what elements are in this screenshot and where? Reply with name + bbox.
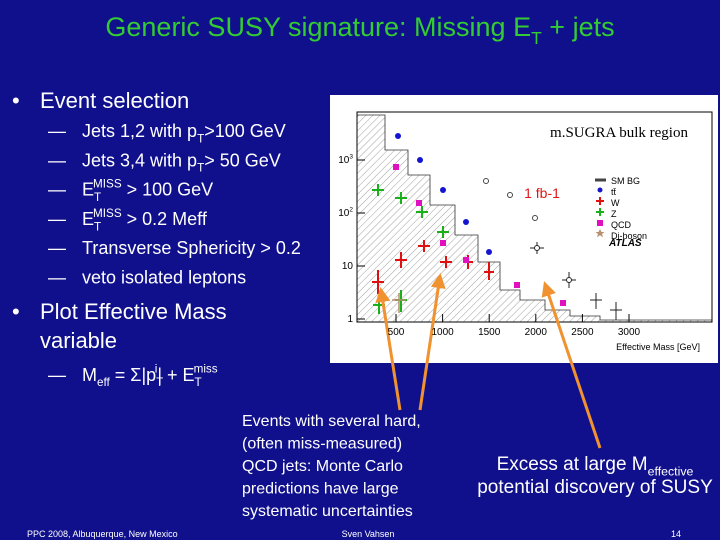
y-tick-label: 102: [338, 207, 353, 220]
item-text-run: T: [195, 376, 202, 389]
legend-label: Z: [611, 209, 617, 219]
x-tick-label: 1500: [478, 327, 501, 338]
y-tick-label: 10: [342, 261, 354, 272]
y-tick-label-run: 1: [347, 314, 353, 325]
x-axis-label: Effective Mass [GeV]: [616, 342, 700, 352]
item-marker: —: [48, 150, 66, 170]
bullet-text-run: Plot Effective Mass: [40, 299, 227, 324]
x-tick-label: 1000: [431, 327, 454, 338]
legend-label: QCD: [611, 220, 632, 230]
item-text-run: = Σ|p: [110, 365, 156, 385]
footer-left: PPC 2008, Albuquerque, New Mexico: [27, 529, 178, 539]
qcd-note: QCD jets: Monte Carlo: [242, 458, 403, 475]
item-text: Jets 1,2 with pT>100 GeV: [82, 121, 286, 145]
item-text-run: Jets 3,4 with p: [82, 150, 197, 170]
excess-note-run: potential discovery of SUSY: [477, 477, 713, 498]
item-text: Jets 3,4 with pT> 50 GeV: [82, 150, 281, 174]
item-text-run: T: [197, 162, 204, 175]
qcd-note: Events with several hard,: [242, 413, 421, 430]
excess-note-run: Excess at large M: [497, 454, 648, 475]
qcd-note: systematic uncertainties: [242, 503, 413, 520]
item-text-run: miss: [194, 363, 218, 376]
item-text-run: T: [197, 132, 204, 145]
item-text-run: > 100 GeV: [122, 180, 214, 200]
arrow: [418, 273, 446, 411]
bullet-text: Event selection: [40, 88, 189, 113]
x-tick-label: 2500: [571, 327, 594, 338]
slide-title-run: T: [531, 28, 542, 48]
footer-center: Sven Vahsen: [342, 529, 395, 539]
y-tick-label-run: 2: [349, 207, 353, 214]
item-text-run: > 50 GeV: [204, 150, 281, 170]
y-tick-label-run: 10: [338, 208, 350, 219]
item-text-run: MISS: [93, 178, 122, 191]
item-marker: —: [48, 121, 66, 141]
y-tick-label-run: 10: [342, 261, 354, 272]
y-tick-label-run: 3: [349, 154, 353, 161]
legend-label: SM BG: [611, 176, 640, 186]
legend-label: W: [611, 198, 620, 208]
bullet-text: Plot Effective Mass: [40, 299, 227, 324]
plot-image: [330, 95, 718, 363]
plot-markers: [372, 121, 704, 320]
legend-label: tt̄: [611, 187, 617, 197]
item-text-run: Transverse Sphericity > 0.2: [82, 238, 301, 258]
bullet-text-run: Event selection: [40, 88, 189, 113]
item-text: Transverse Sphericity > 0.2: [82, 238, 301, 258]
legend-label: Di-boson: [611, 231, 647, 241]
sm-bg-histogram: [356, 114, 713, 323]
bullet-dot: •: [12, 88, 20, 113]
item-text-run: E: [82, 209, 94, 229]
experiment-label: ATLAS: [608, 238, 642, 249]
arrow: [375, 287, 402, 411]
excess-note: Excess at large Meffective: [497, 454, 694, 479]
item-marker: —: [48, 209, 66, 229]
arrow: [541, 281, 602, 449]
y-tick-label-run: 10: [338, 155, 350, 166]
item-text-run: eff: [97, 376, 111, 389]
item-text-run: > 0.2 Meff: [122, 209, 208, 229]
item-text-run: | + E: [157, 365, 194, 385]
item-text: Meff = Σ|pTi| + ETmiss: [82, 363, 218, 390]
x-tick-label: 3000: [618, 327, 641, 338]
item-marker: —: [48, 180, 66, 200]
excess-note-run: effective: [648, 465, 694, 479]
item-text: ETMISS > 100 GeV: [82, 178, 213, 205]
qcd-note: predictions have large: [242, 481, 399, 498]
item-text: veto isolated leptons: [82, 268, 246, 288]
item-text-run: T: [156, 376, 163, 389]
x-tick-label: 500: [388, 327, 405, 338]
excess-note: potential discovery of SUSY: [477, 477, 713, 498]
qcd-note: (often miss-measured): [242, 436, 402, 453]
item-text-run: >100 GeV: [204, 121, 286, 141]
item-text-run: T: [94, 220, 101, 233]
item-text-run: i: [155, 363, 158, 376]
y-tick-label: 103: [338, 154, 353, 167]
item-text-run: M: [82, 365, 97, 385]
slide-title-run: + jets: [542, 12, 615, 42]
item-marker: —: [48, 238, 66, 258]
bullet-text-run: variable: [40, 328, 117, 353]
item-text: ETMISS > 0.2 Meff: [82, 207, 208, 234]
item-text-run: veto isolated leptons: [82, 268, 246, 288]
plot-frame: [356, 111, 713, 323]
region-label: m.SUGRA bulk region: [550, 125, 688, 141]
bullet-text: variable: [40, 328, 117, 353]
item-text-run: MISS: [93, 207, 122, 220]
x-tick-label: 2000: [525, 327, 548, 338]
y-tick-label: 1: [347, 314, 353, 325]
item-marker: —: [48, 365, 66, 385]
footer-right: 14: [671, 529, 681, 539]
luminosity: 1 fb-1: [524, 185, 560, 201]
slide-title: Generic SUSY signature: Missing ET + jet…: [105, 12, 614, 48]
item-text-run: E: [82, 180, 94, 200]
item-marker: —: [48, 268, 66, 288]
item-text-run: Jets 1,2 with p: [82, 121, 197, 141]
slide-title-run: Generic SUSY signature: Missing E: [105, 12, 531, 42]
item-text-run: T: [94, 191, 101, 204]
bullet-dot: •: [12, 299, 20, 324]
